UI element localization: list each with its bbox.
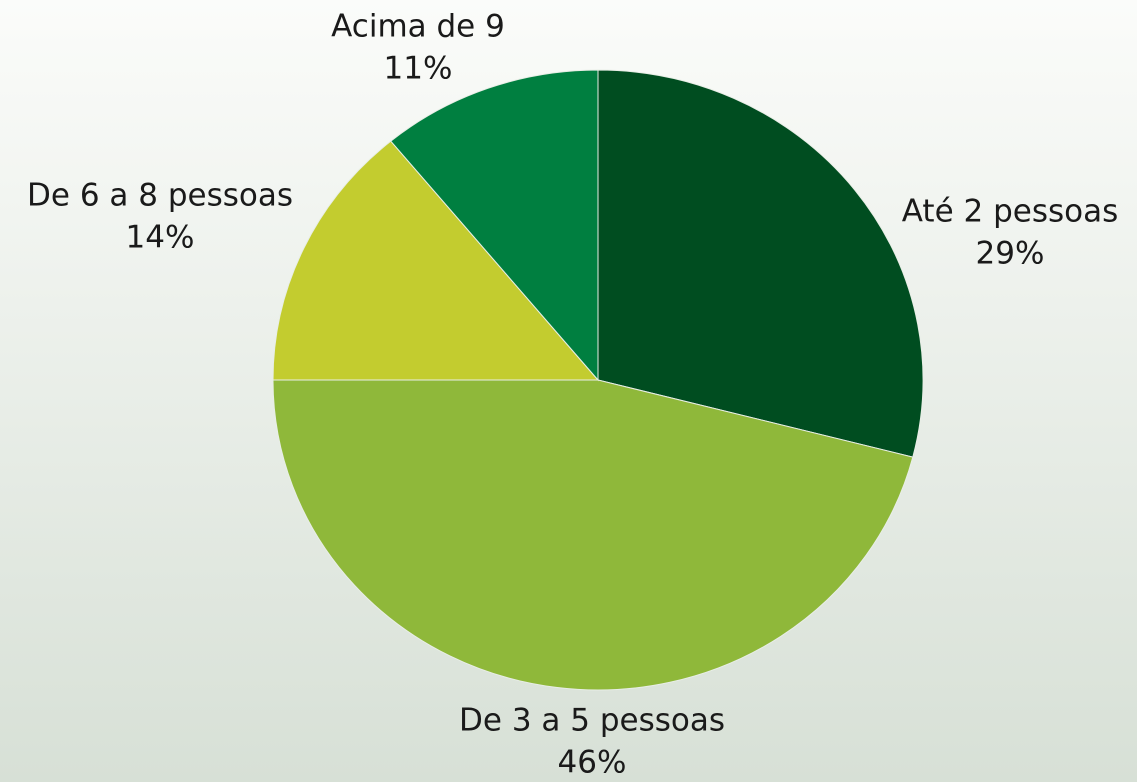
slice-label: De 3 a 5 pessoas	[459, 703, 725, 739]
slice-value-label: 29%	[976, 236, 1045, 272]
pie-slice	[597, 69, 924, 458]
slice-value-label: 11%	[384, 51, 453, 87]
slice-label: Até 2 pessoas	[902, 194, 1119, 230]
pie-slice	[390, 69, 599, 382]
pie	[272, 69, 924, 691]
pie-slice	[272, 379, 914, 691]
slice-label: Acima de 9	[331, 9, 505, 45]
slice-value-label: 46%	[558, 745, 627, 781]
pie-slice	[272, 140, 600, 381]
labels: Até 2 pessoas 29% De 3 a 5 pessoas 46% De 6 …	[27, 9, 1118, 781]
slice-value-label: 14%	[126, 220, 195, 256]
slice-label: De 6 a 8 pessoas	[27, 178, 293, 214]
